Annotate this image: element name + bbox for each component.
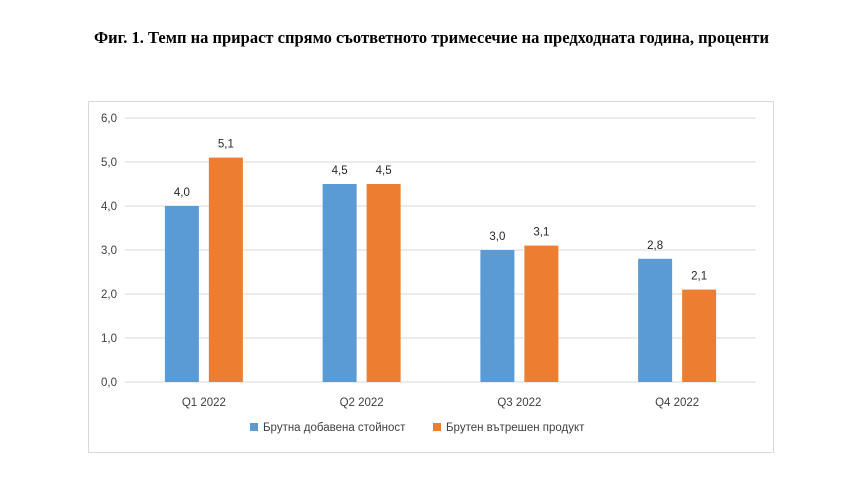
y-tick-label-5: 5,0: [101, 157, 117, 169]
bar-gdp-2: [524, 245, 559, 382]
bar-gva-1: [322, 184, 357, 382]
data-label-gdp-3: 2,1: [691, 271, 707, 283]
data-label-gva-1: 4,5: [332, 165, 348, 177]
legend-swatch-0: [250, 423, 258, 431]
y-tick-label-0: 0,0: [101, 377, 117, 389]
y-tick-label-4: 4,0: [101, 201, 117, 213]
data-label-gva-2: 3,0: [489, 231, 505, 243]
bar-gva-2: [480, 250, 515, 382]
legend-swatch-1: [433, 423, 441, 431]
x-tick-label-2: Q3 2022: [497, 397, 541, 409]
y-tick-label-3: 3,0: [101, 245, 117, 257]
data-label-gva-3: 2,8: [647, 240, 663, 252]
data-label-gdp-1: 4,5: [376, 165, 392, 177]
bar-gva-0: [164, 206, 199, 382]
x-tick-label-0: Q1 2022: [182, 397, 226, 409]
y-tick-label-1: 1,0: [101, 333, 117, 345]
legend-label-1: Брутен вътрешен продукт: [446, 422, 585, 434]
x-tick-label-1: Q2 2022: [340, 397, 384, 409]
data-label-gdp-2: 3,1: [533, 227, 549, 239]
figure-title: Фиг. 1. Темп на прираст спрямо съответно…: [93, 28, 770, 47]
x-tick-label-3: Q4 2022: [655, 397, 699, 409]
data-label-gva-0: 4,0: [174, 187, 190, 199]
legend-label-0: Брутна добавена стойност: [263, 422, 406, 434]
bar-gdp-3: [682, 289, 717, 382]
bar-gdp-1: [366, 184, 401, 382]
y-tick-label-2: 2,0: [101, 289, 117, 301]
y-tick-label-6: 6,0: [101, 113, 117, 125]
bar-gdp-0: [208, 157, 243, 382]
data-label-gdp-0: 5,1: [218, 139, 234, 151]
bar-gva-3: [638, 258, 673, 382]
